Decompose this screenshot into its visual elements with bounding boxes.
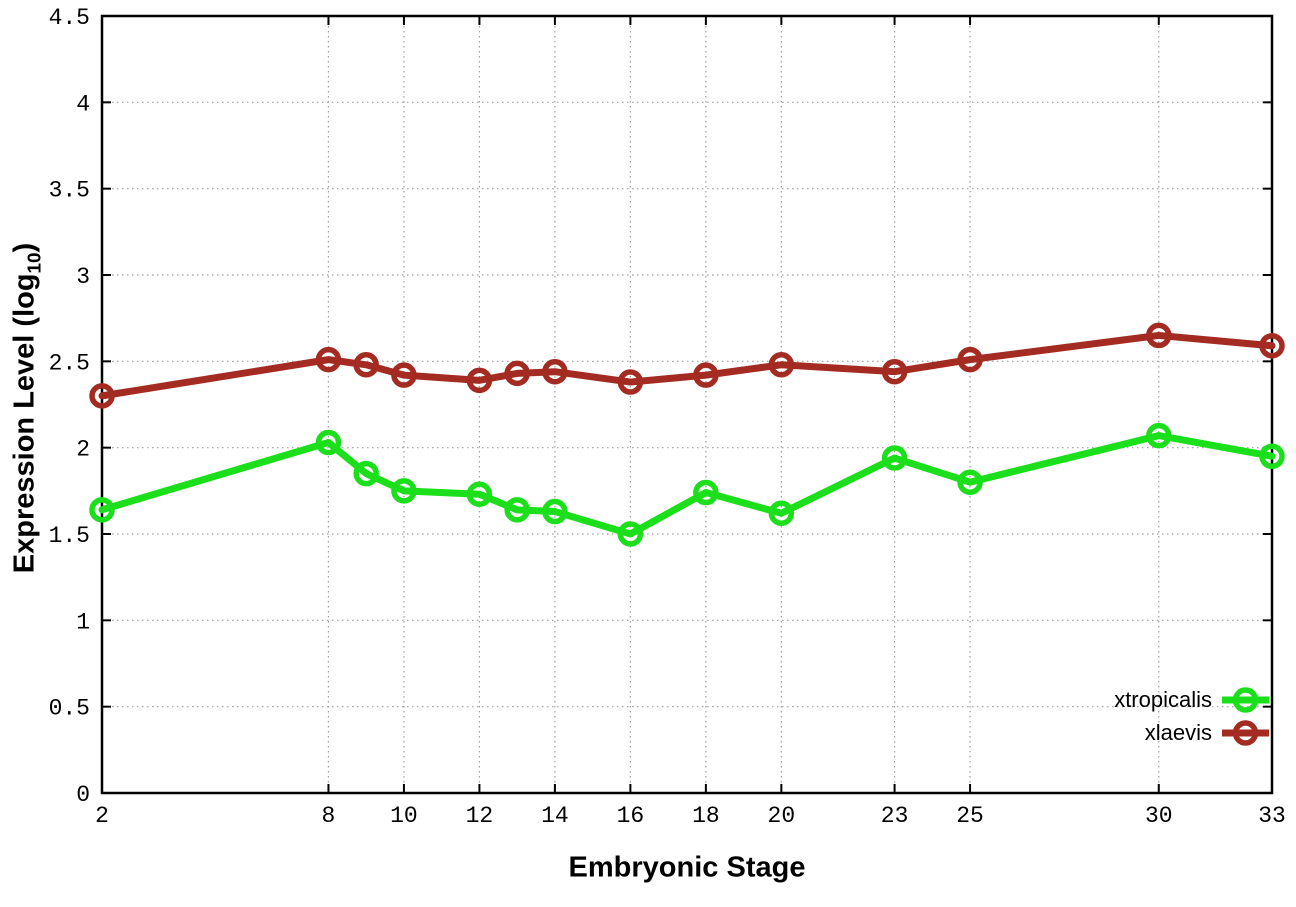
y-tick-label-0.5: 0.5: [49, 696, 90, 722]
x-tick-label-8: 8: [322, 803, 336, 829]
x-tick-label-14: 14: [541, 803, 569, 829]
data-point-xlaevis-10: [391, 362, 417, 388]
data-point-xtropicalis-14: [542, 498, 568, 525]
data-point-xtropicalis-16: [617, 521, 644, 547]
x-tick-label-33: 33: [1258, 803, 1286, 829]
data-point-xtropicalis-23: [881, 445, 908, 471]
data-point-xtropicalis-2: [89, 497, 115, 523]
x-tick-label-16: 16: [617, 803, 645, 829]
legend-label-xlaevis: xlaevis: [1145, 720, 1212, 745]
series-line-xtropicalis: [98, 432, 1276, 538]
y-axis-title-pre: Expression Level (log: [8, 273, 41, 574]
legend-marker-xtropicalis: [1232, 687, 1259, 713]
x-tick-label-18: 18: [692, 803, 720, 829]
y-tick-label-3: 3: [76, 264, 90, 290]
data-point-xtropicalis-30: [1146, 422, 1172, 449]
x-tick-label-20: 20: [768, 803, 796, 829]
data-point-xlaevis-8: [315, 346, 342, 373]
series-line-xlaevis: [98, 331, 1276, 400]
x-tick-label-12: 12: [466, 803, 494, 829]
data-point-xtropicalis-13: [504, 497, 530, 523]
data-point-xtropicalis-8: [315, 429, 342, 456]
y-tick-label-2.5: 2.5: [49, 350, 90, 376]
data-point-xtropicalis-20: [768, 500, 795, 527]
data-point-xlaevis-23: [881, 358, 908, 385]
data-point-xtropicalis-9: [353, 460, 379, 487]
data-point-xlaevis-25: [957, 346, 983, 373]
y-tick-label-0: 0: [76, 782, 90, 808]
x-tick-label-30: 30: [1145, 803, 1173, 829]
y-tick-label-1.5: 1.5: [49, 523, 90, 549]
y-tick-label-3.5: 3.5: [49, 178, 90, 204]
y-axis-title-subscript: 10: [23, 252, 45, 274]
data-point-xtropicalis-18: [693, 479, 719, 506]
y-axis-title: Expression Level (log10): [9, 243, 46, 573]
data-point-xtropicalis-33: [1259, 443, 1285, 470]
y-axis-title-post: ): [8, 242, 41, 253]
data-point-xtropicalis-10: [391, 478, 417, 504]
plot-border: [100, 14, 1274, 795]
y-tick-label-4: 4: [76, 91, 90, 117]
data-point-xlaevis-9: [353, 352, 379, 378]
y-tick-label-2: 2: [76, 437, 90, 463]
data-point-xlaevis-13: [504, 360, 530, 387]
y-tick-label-4.5: 4.5: [49, 5, 90, 31]
data-point-xtropicalis-25: [957, 469, 983, 495]
legend-marker-xlaevis: [1232, 720, 1259, 746]
data-point-xlaevis-16: [617, 369, 644, 395]
x-tick-label-10: 10: [390, 803, 418, 829]
x-axis-title: Embryonic Stage: [568, 851, 806, 884]
y-tick-label-1: 1: [76, 609, 90, 635]
x-tick-label-25: 25: [956, 803, 984, 829]
data-point-xtropicalis-12: [466, 481, 493, 508]
data-point-xlaevis-2: [89, 383, 115, 409]
data-point-xlaevis-18: [693, 362, 719, 388]
x-tick-label-2: 2: [95, 803, 109, 829]
data-point-xlaevis-14: [542, 358, 568, 385]
data-point-xlaevis-30: [1146, 322, 1172, 349]
data-point-xlaevis-20: [768, 352, 795, 378]
x-tick-label-23: 23: [881, 803, 909, 829]
data-point-xlaevis-12: [466, 367, 493, 394]
legend-label-xtropicalis: xtropicalis: [1114, 687, 1212, 712]
data-point-xlaevis-33: [1259, 333, 1285, 359]
